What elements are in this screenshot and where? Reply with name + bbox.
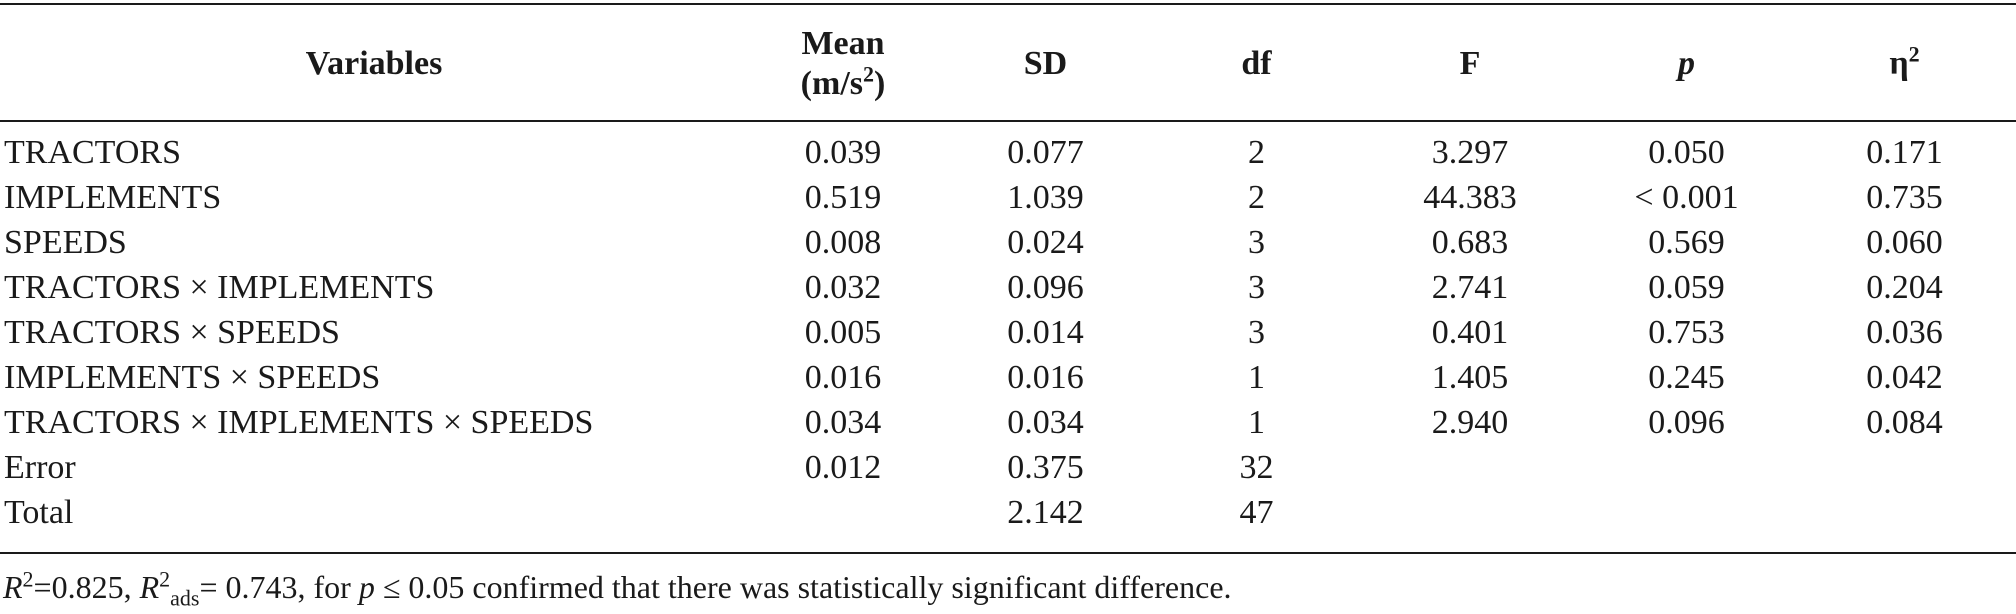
cell-variable: SPEEDS xyxy=(4,224,127,261)
table-row: SPEEDS 0.008 0.024 3 0.683 0.569 0.060 xyxy=(0,220,2016,265)
header-mean-unit: (m/s2) xyxy=(800,61,886,102)
anova-table: Variables Mean (m/s2) SD df F p η2 TRACT… xyxy=(0,8,2016,535)
cell-mean: 0.032 xyxy=(804,269,882,306)
cell-eta2: 0.042 xyxy=(1866,359,1943,396)
cell-sd: 0.034 xyxy=(1007,404,1084,441)
table-row: Error 0.012 0.375 32 xyxy=(0,445,2016,490)
cell-sd: 0.014 xyxy=(1007,314,1084,351)
cell-mean: 0.034 xyxy=(804,404,882,441)
cell-p: 0.245 xyxy=(1648,359,1725,396)
header-eta-squared: η2 xyxy=(1889,41,1920,82)
cell-p: 0.753 xyxy=(1648,314,1725,351)
table-footnote: R2=0.825, R2ads= 0.743, for p ≤ 0.05 con… xyxy=(3,566,1232,611)
cell-eta2: 0.735 xyxy=(1866,179,1943,216)
header-mean: Mean (m/s2) xyxy=(748,8,938,120)
table-row: Total 2.142 47 xyxy=(0,490,2016,535)
cell-f: 1.405 xyxy=(1431,359,1509,396)
cell-eta2: 0.204 xyxy=(1866,269,1943,306)
cell-mean: 0.012 xyxy=(804,449,882,486)
table-body: TRACTORS 0.039 0.077 2 3.297 0.050 0.171 IMPLEM… xyxy=(0,120,2016,535)
cell-eta2: 0.036 xyxy=(1866,314,1943,351)
cell-f: 2.940 xyxy=(1431,404,1509,441)
cell-p: 0.059 xyxy=(1648,269,1725,306)
bottom-rule xyxy=(0,552,2016,554)
cell-mean: 0.519 xyxy=(804,179,882,216)
cell-mean: 0.005 xyxy=(804,314,882,351)
header-f: F xyxy=(1459,45,1481,82)
cell-df: 32 xyxy=(1239,449,1274,486)
cell-f: 0.401 xyxy=(1431,314,1509,351)
cell-variable: TRACTORS × SPEEDS xyxy=(4,314,340,351)
cell-df: 3 xyxy=(1248,224,1265,261)
cell-variable: Total xyxy=(4,494,74,531)
cell-eta2 xyxy=(1793,445,2016,490)
cell-df: 2 xyxy=(1248,134,1265,171)
cell-f: 0.683 xyxy=(1431,224,1509,261)
cell-p xyxy=(1580,445,1793,490)
table-row: IMPLEMENTS 0.519 1.039 2 44.383 < 0.001 0.735 xyxy=(0,175,2016,220)
cell-variable: IMPLEMENTS xyxy=(4,179,222,216)
header-sd: SD xyxy=(1023,45,1068,82)
cell-f: 3.297 xyxy=(1431,134,1509,171)
cell-f xyxy=(1360,490,1580,535)
cell-f: 44.383 xyxy=(1423,179,1517,216)
cell-p: < 0.001 xyxy=(1634,179,1739,216)
header-mean-line1: Mean xyxy=(801,25,885,62)
cell-mean: 0.016 xyxy=(804,359,882,396)
cell-df: 47 xyxy=(1239,494,1274,531)
cell-mean: 0.039 xyxy=(804,134,882,171)
cell-sd: 0.024 xyxy=(1007,224,1084,261)
table-row: IMPLEMENTS × SPEEDS 0.016 0.016 1 1.405 0.245… xyxy=(0,355,2016,400)
cell-f xyxy=(1360,445,1580,490)
header-row: Variables Mean (m/s2) SD df F p η2 xyxy=(0,8,2016,120)
cell-variable: IMPLEMENTS × SPEEDS xyxy=(4,359,381,396)
cell-mean: 0.008 xyxy=(804,224,882,261)
cell-variable: TRACTORS xyxy=(4,134,181,171)
header-variables: Variables xyxy=(305,45,443,82)
table-row: TRACTORS 0.039 0.077 2 3.297 0.050 0.171 xyxy=(0,130,2016,175)
cell-df: 1 xyxy=(1248,359,1265,396)
cell-df: 2 xyxy=(1248,179,1265,216)
cell-df: 3 xyxy=(1248,269,1265,306)
cell-f: 2.741 xyxy=(1431,269,1509,306)
cell-eta2: 0.084 xyxy=(1866,404,1943,441)
cell-mean xyxy=(748,490,938,535)
cell-sd: 0.016 xyxy=(1007,359,1084,396)
table-row: TRACTORS × IMPLEMENTS × SPEEDS 0.034 0.034… xyxy=(0,400,2016,445)
cell-p: 0.050 xyxy=(1648,134,1725,171)
cell-sd: 1.039 xyxy=(1007,179,1084,216)
cell-sd: 2.142 xyxy=(1007,494,1084,531)
header-df: df xyxy=(1241,45,1272,82)
cell-p: 0.569 xyxy=(1648,224,1725,261)
cell-df: 1 xyxy=(1248,404,1265,441)
cell-eta2 xyxy=(1793,490,2016,535)
table-row: TRACTORS × IMPLEMENTS 0.032 0.096 3 2.741 0.0… xyxy=(0,265,2016,310)
cell-df: 3 xyxy=(1248,314,1265,351)
cell-variable: Error xyxy=(4,449,76,486)
cell-variable: TRACTORS × IMPLEMENTS × SPEEDS xyxy=(4,404,594,441)
header-rule xyxy=(0,120,2016,122)
cell-sd: 0.375 xyxy=(1007,449,1084,486)
table-row: TRACTORS × SPEEDS 0.005 0.014 3 0.401 0.753 0.… xyxy=(0,310,2016,355)
cell-eta2: 0.060 xyxy=(1866,224,1943,261)
cell-eta2: 0.171 xyxy=(1866,134,1943,171)
cell-p: 0.096 xyxy=(1648,404,1725,441)
cell-variable: TRACTORS × IMPLEMENTS xyxy=(4,269,435,306)
header-p: p xyxy=(1678,45,1695,82)
top-rule xyxy=(0,3,2016,5)
cell-sd: 0.096 xyxy=(1007,269,1084,306)
cell-p xyxy=(1580,490,1793,535)
cell-sd: 0.077 xyxy=(1007,134,1084,171)
